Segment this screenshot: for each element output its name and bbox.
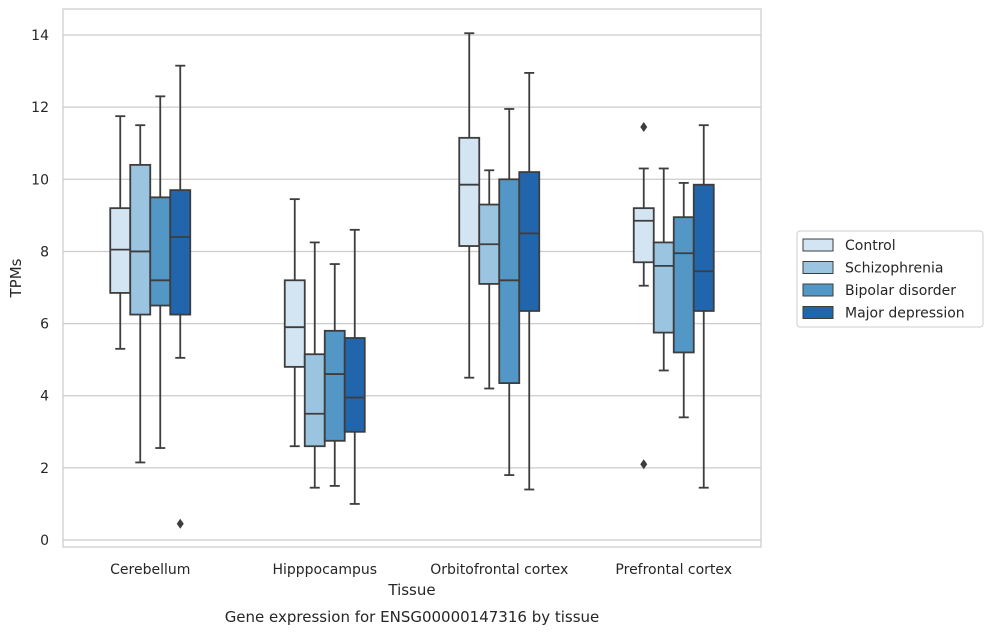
box-2-2	[498, 108, 521, 476]
x-tick-label: Cerebellum	[110, 562, 190, 578]
x-tick-label: Prefrontal cortex	[615, 562, 732, 578]
box-2-1	[478, 169, 501, 390]
box-layer	[109, 32, 715, 529]
y-tick-label: 12	[31, 100, 49, 116]
y-tick-label: 8	[40, 244, 49, 260]
box-3-3	[692, 124, 715, 489]
x-axis-label: Tissue	[387, 581, 435, 599]
box-1-3	[343, 228, 366, 505]
x-tick-labels: Cerebellum Hipppocampus Orbitofrontal cort…	[110, 562, 732, 578]
legend-label: Major depression	[845, 306, 965, 322]
legend-label: Bipolar disorder	[845, 283, 956, 299]
box-1-0	[283, 198, 306, 448]
legend: Control Schizophrenia Bipolar disorder Majo…	[796, 230, 984, 328]
box-iqr	[343, 337, 366, 433]
y-tick-label: 6	[40, 317, 49, 333]
box-iqr	[109, 207, 132, 294]
box-0-0	[109, 115, 132, 350]
y-tick-labels: 0 2 4 6 8 10 12 14	[31, 28, 49, 549]
outlier-point	[640, 121, 648, 132]
box-iqr	[632, 207, 655, 264]
box-2-0	[458, 32, 481, 379]
x-tick-label: Hipppocampus	[272, 562, 377, 578]
legend-frame	[796, 230, 984, 328]
x-tick-label: Orbitofrontal cortex	[430, 562, 568, 578]
legend-swatch	[802, 261, 834, 274]
box-1-1	[303, 241, 326, 489]
legend-swatch	[802, 283, 834, 297]
box-2-3	[518, 71, 541, 491]
box-iqr	[672, 216, 695, 354]
box-iqr	[498, 178, 521, 384]
y-tick-label: 14	[31, 28, 49, 44]
box-iqr	[303, 353, 326, 448]
legend-label: Control	[845, 238, 896, 254]
box-iqr	[692, 183, 715, 312]
box-3-0	[632, 121, 655, 470]
y-tick-label: 2	[40, 461, 49, 477]
legend-swatch	[802, 306, 834, 319]
box-iqr	[129, 163, 152, 316]
box-iqr	[149, 196, 172, 307]
chart-caption: Gene expression for ENSG00000147316 by t…	[225, 608, 600, 626]
plot-frame	[62, 8, 762, 548]
box-iqr	[518, 171, 541, 312]
box-iqr	[169, 189, 192, 316]
box-3-2	[672, 182, 695, 419]
box-0-3	[169, 64, 192, 529]
box-0-1	[129, 124, 152, 464]
y-axis-label: TPMs	[7, 258, 25, 298]
y-tick-label: 10	[31, 172, 49, 188]
legend-label: Schizophrenia	[845, 261, 943, 277]
y-tick-label: 0	[40, 533, 49, 549]
box-1-2	[323, 263, 346, 487]
legend-swatch	[802, 238, 834, 252]
box-iqr	[458, 136, 481, 247]
y-tick-label: 4	[40, 389, 49, 405]
box-iqr	[323, 329, 346, 442]
outlier-point	[640, 459, 648, 470]
outlier-point	[176, 518, 184, 529]
box-iqr	[283, 279, 306, 368]
box-iqr	[652, 241, 675, 334]
box-3-1	[652, 167, 675, 372]
